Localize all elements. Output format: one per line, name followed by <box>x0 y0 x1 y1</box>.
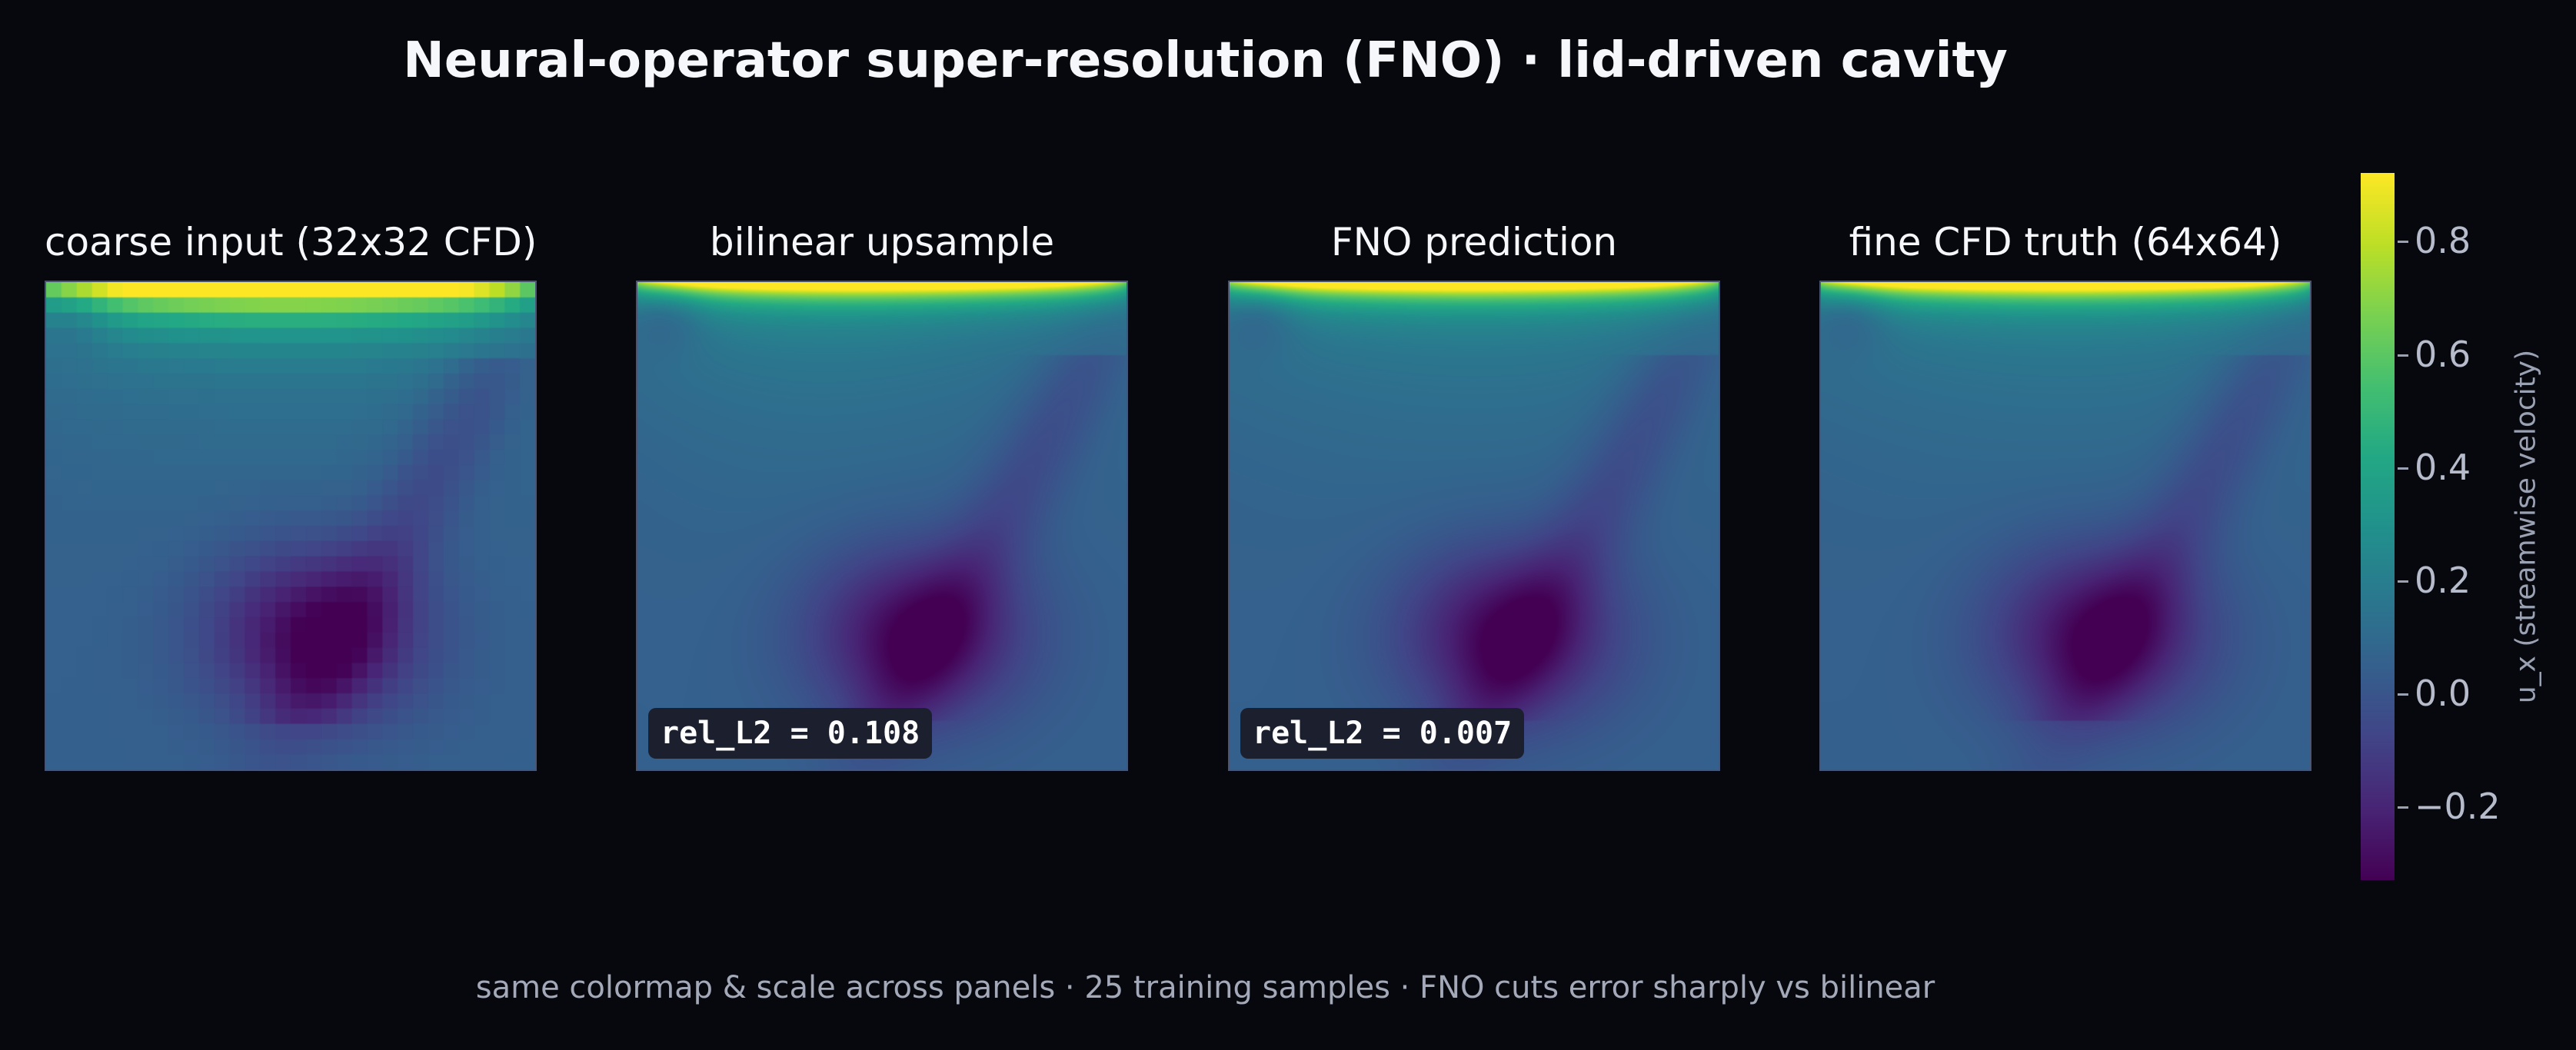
colorbar-tick-label: 0.6 <box>2415 333 2471 375</box>
colorbar-tick <box>2398 467 2408 470</box>
heatmap-panel: rel_L2 = 0.108 <box>636 281 1128 771</box>
colorbar-tick-label: 0.2 <box>2415 559 2471 601</box>
colorbar-tick <box>2398 806 2408 809</box>
colorbar-label: u_x (streamwise velocity) <box>2510 349 2542 704</box>
caption: same colormap & scale across panels · 25… <box>475 970 1935 1005</box>
heatmap-image <box>1230 282 1719 769</box>
error-metric-badge: rel_L2 = 0.108 <box>648 708 933 759</box>
error-metric-badge: rel_L2 = 0.007 <box>1240 708 1525 759</box>
colorbar-tick <box>2398 580 2408 583</box>
panel-title: coarse input (32x32 CFD) <box>45 220 537 264</box>
colorbar-tick-label: 0.0 <box>2415 673 2471 715</box>
heatmap-image <box>637 282 1127 769</box>
panel-title: bilinear upsample <box>709 220 1055 264</box>
heatmap-panel <box>45 281 537 771</box>
colorbar-tick <box>2398 693 2408 696</box>
heatmap-panel: rel_L2 = 0.007 <box>1228 281 1720 771</box>
chart-title: Neural-operator super-resolution (FNO) ·… <box>403 32 2008 89</box>
panel-title: FNO prediction <box>1330 220 1618 264</box>
heatmap-image <box>46 282 535 769</box>
colorbar-tick-label: 0.8 <box>2415 220 2471 262</box>
panel-title: fine CFD truth (64x64) <box>1849 220 2282 264</box>
heatmap-image <box>1821 282 2310 769</box>
heatmap-panel <box>1819 281 2311 771</box>
colorbar-tick-label: −0.2 <box>2415 786 2501 828</box>
colorbar <box>2361 173 2395 880</box>
colorbar-tick <box>2398 241 2408 244</box>
colorbar-tick <box>2398 354 2408 357</box>
colorbar-tick-label: 0.4 <box>2415 446 2471 488</box>
